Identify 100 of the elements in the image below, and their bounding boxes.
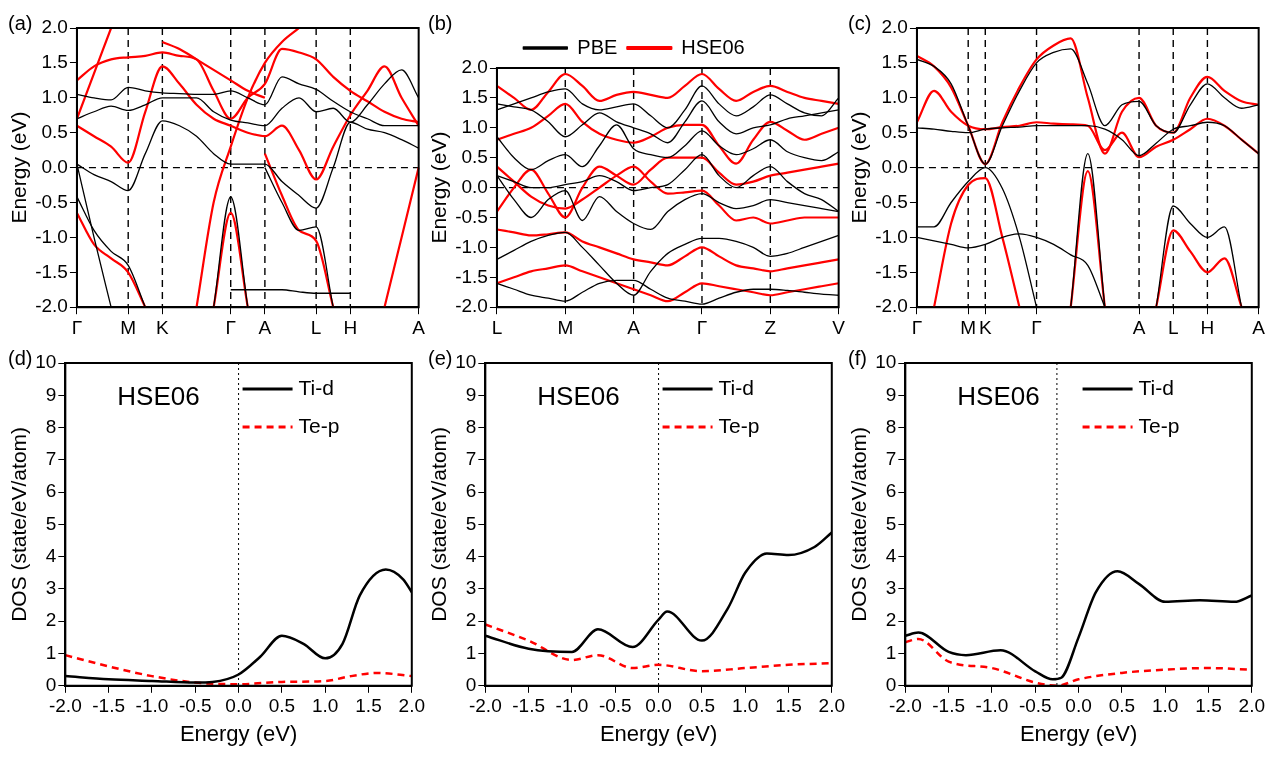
y-tick-label: 2 [465,609,477,631]
x-tick-label: Z [764,316,777,338]
y-tick-label: 5 [465,512,477,534]
y-tick-label: 5 [45,512,57,534]
x-tick-label: L [310,316,322,338]
y-tick-label: 9 [465,383,477,405]
y-tick-label: 1.5 [41,51,68,73]
x-tick-label: 2.0 [818,695,845,717]
annotation: HSE06 [537,381,620,412]
legend-label: Te-p [718,413,760,437]
y-tick-label: -2.0 [455,295,488,317]
x-tick-label: A [412,316,426,338]
legend-label: HSE06 [681,35,745,58]
x-tick-label: 1.0 [1151,695,1179,717]
annotation: HSE06 [117,381,200,412]
y-tick-label: 2.0 [461,56,488,78]
y-tick-label: 0.5 [881,120,908,142]
y-tick-label: 7 [465,448,477,470]
y-tick-label: 1.5 [461,86,488,108]
y-tick-label: -1.0 [455,235,488,257]
y-tick-label: 2 [45,609,57,631]
x-tick-label: H [343,316,358,338]
x-axis-title: Energy (eV) [179,720,298,746]
y-axis-title: Energy (eV) [847,111,871,224]
y-tick-label: 0.0 [461,175,488,197]
y-tick-label: -0.5 [455,205,488,227]
x-tick-label: Γ [1031,316,1042,338]
y-tick-label: -1.0 [35,225,68,247]
y-tick-label: 7 [885,448,897,470]
x-tick-label: 0.5 [1108,695,1136,717]
x-tick-label: M [960,316,977,338]
y-tick-label: 2.0 [41,16,68,38]
y-tick-label: -1.5 [875,260,908,282]
y-tick-label: -2.0 [35,295,68,317]
legend-label: Ti-d [298,375,334,399]
x-tick-label: 0.0 [225,695,252,717]
y-tick-label: 1.0 [461,116,488,138]
x-tick-label: 0.0 [1065,695,1092,717]
chart-title: (c) [848,11,872,34]
x-tick-label: H [1200,316,1215,338]
y-tick-label: -1.5 [455,265,488,287]
y-tick-label: -0.5 [35,190,68,212]
x-tick-label: 1.0 [311,695,339,717]
x-tick-label: 2.0 [398,695,425,717]
annotation: HSE06 [957,381,1040,412]
y-tick-label: 9 [45,383,57,405]
legend-label: Ti-d [718,375,754,399]
x-tick-label: Γ [71,316,83,338]
y-tick-label: 0 [465,674,477,696]
y-tick-label: 6 [465,480,477,502]
y-axis-title: DOS (state/eV/atom) [7,426,31,622]
x-axis-title: Energy (eV) [1019,720,1138,746]
y-tick-label: 10 [35,351,57,373]
y-tick-label: -0.5 [875,190,908,212]
y-tick-label: 8 [885,415,897,437]
y-tick-label: 10 [455,351,477,373]
x-tick-label: Γ [911,316,923,338]
x-tick-label: 1.5 [355,695,382,717]
x-tick-label: A [1132,316,1146,338]
x-tick-label: A [258,316,272,338]
y-tick-label: 1 [885,641,897,663]
y-tick-label: 6 [45,480,57,502]
x-axis-title: Energy (eV) [599,720,718,746]
x-tick-label: L [1167,316,1179,338]
y-tick-label: -1.0 [875,225,908,247]
x-tick-label: -0.5 [598,695,632,717]
y-tick-label: 5 [885,512,897,534]
y-tick-label: 1 [45,641,57,663]
y-tick-label: 4 [465,544,477,566]
y-tick-label: 0 [885,674,897,696]
x-tick-label: A [1252,316,1266,338]
x-tick-label: M [120,316,137,338]
y-tick-label: 3 [885,577,897,599]
x-tick-label: V [832,316,846,338]
chart-title: (d) [8,346,33,369]
x-tick-label: Γ [696,316,708,338]
y-axis-title: DOS (state/eV/atom) [427,426,451,622]
legend-label: Te-p [298,413,340,437]
y-tick-label: 0.0 [41,155,68,177]
x-tick-label: 2.0 [1238,695,1265,717]
x-tick-label: K [978,316,992,338]
x-tick-label: 0.5 [688,695,716,717]
chart-title: (b) [428,11,453,34]
x-tick-label: 1.0 [731,695,759,717]
y-tick-label: 3 [465,577,477,599]
x-tick-label: -1.0 [975,695,1009,717]
y-tick-label: 0.0 [881,155,908,177]
y-tick-label: 4 [45,544,57,566]
y-tick-label: 1 [465,641,477,663]
y-tick-label: -1.5 [35,260,68,282]
y-tick-label: 2.0 [881,16,908,38]
legend-label: Ti-d [1138,375,1174,399]
x-tick-label: K [156,316,170,338]
y-tick-label: 8 [465,415,477,437]
y-axis-title: Energy (eV) [427,131,451,244]
y-tick-label: 1.5 [881,51,908,73]
chart-title: (e) [428,346,453,369]
y-tick-label: 4 [885,544,897,566]
x-tick-label: -1.5 [512,695,546,717]
x-tick-label: -1.0 [555,695,589,717]
